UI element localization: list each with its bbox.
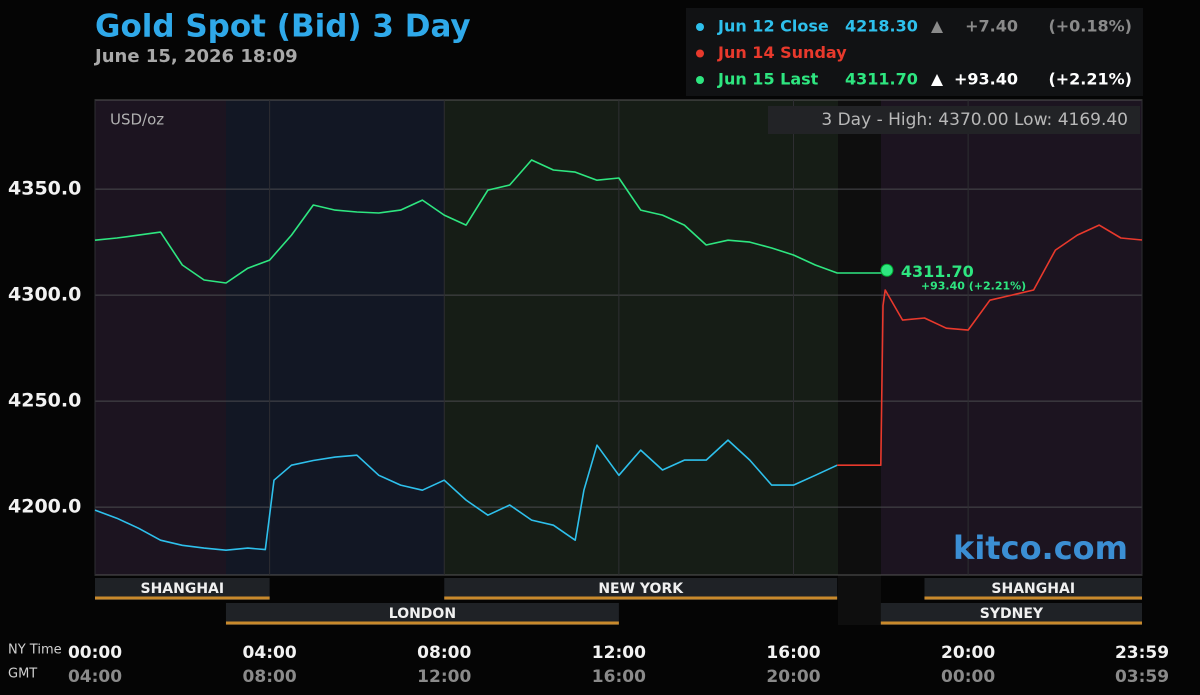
session-label: LONDON — [389, 606, 456, 622]
x2-tick-label: 16:00 — [592, 667, 646, 687]
lines — [94, 159, 1143, 551]
legend-percent: (+0.18%) — [1048, 17, 1132, 36]
legend-change: +93.40 — [954, 70, 1018, 89]
x2-tick-label: 00:00 — [941, 667, 995, 687]
range-note: 3 Day - High: 4370.00 Low: 4169.40 — [821, 110, 1128, 130]
zone-shade — [881, 100, 1142, 575]
x2-tick-label: 04:00 — [68, 667, 122, 687]
legend-dot — [696, 23, 704, 31]
series-line — [837, 224, 1143, 466]
session-label: SHANGHAI — [991, 581, 1075, 597]
annotation-price: 4311.70 — [901, 262, 974, 281]
y-tick-label: 4300.0 — [8, 284, 81, 306]
legend-name: Jun 12 Close — [717, 17, 829, 36]
x-tick-label: 12:00 — [592, 643, 646, 663]
annotation: 4311.70+93.40 (+2.21%) — [880, 262, 1026, 292]
sessions: SHANGHAI LONDON NEW YORK SHANGHAI SYDNEY — [95, 578, 1142, 625]
legend-change: +7.40 — [965, 17, 1018, 36]
zone-shade — [226, 100, 444, 575]
x2-tick-label: 03:59 — [1115, 667, 1169, 687]
session-bar — [225, 603, 619, 625]
last-marker — [880, 263, 894, 277]
x2-tick-label: 12:00 — [417, 667, 471, 687]
legend-dot — [696, 49, 704, 58]
axes: 4200.0 4250.0 4300.0 4350.0 00:00 04:00 04:00 0… — [8, 178, 1169, 687]
session-bar — [444, 578, 838, 600]
legend-price: 4311.70 — [845, 70, 918, 89]
legend-dot — [696, 76, 704, 84]
session-label: NEW YORK — [598, 581, 684, 597]
annotation-change: +93.40 (+2.21%) — [921, 279, 1026, 292]
y-tick-label: 4200.0 — [8, 496, 81, 518]
watermark: kitco.com — [953, 529, 1128, 567]
x-axis-label: NY Time — [8, 643, 62, 658]
chart-subtitle: June 15, 2026 18:09 — [93, 46, 298, 67]
legend-price: 4218.30 — [845, 17, 918, 36]
zone-shade — [838, 100, 881, 625]
x2-tick-label: 20:00 — [766, 667, 820, 687]
session-bar — [924, 578, 1142, 600]
zone-shade — [95, 100, 226, 575]
session-bar — [95, 578, 270, 600]
x-tick-label: 00:00 — [68, 643, 122, 663]
series-line — [94, 159, 888, 284]
unit-label: USD/oz — [110, 111, 164, 129]
session-label: SYDNEY — [980, 606, 1044, 622]
legend-name: Jun 15 Last — [717, 70, 819, 89]
series-line — [94, 439, 838, 551]
grid — [94, 100, 1143, 575]
legend-box — [686, 8, 1143, 96]
y-tick-label: 4350.0 — [8, 178, 81, 200]
chart-title: Gold Spot (Bid) 3 Day — [95, 9, 471, 45]
x-tick-label: 23:59 — [1115, 643, 1169, 663]
session-bar — [880, 603, 1142, 625]
x2-tick-label: 08:00 — [243, 667, 297, 687]
x-tick-label: 04:00 — [243, 643, 297, 663]
zone-shade — [444, 100, 838, 575]
legend-arrow — [931, 74, 943, 86]
x-tick-label: 20:00 — [941, 643, 995, 663]
range-note-box — [768, 106, 1140, 134]
x2-axis-label: GMT — [8, 667, 37, 682]
legend-name: Jun 14 Sunday — [717, 43, 847, 62]
session-label: SHANGHAI — [141, 581, 225, 597]
legend-arrow — [931, 21, 943, 33]
legend-percent: (+2.21%) — [1048, 70, 1132, 89]
x-tick-label: 08:00 — [417, 643, 471, 663]
legend: Jun 12 Close 4218.30 +7.40 (+0.18%) Jun 14 S… — [696, 17, 1132, 89]
x-tick-label: 16:00 — [766, 643, 820, 663]
y-tick-label: 4250.0 — [8, 390, 81, 412]
